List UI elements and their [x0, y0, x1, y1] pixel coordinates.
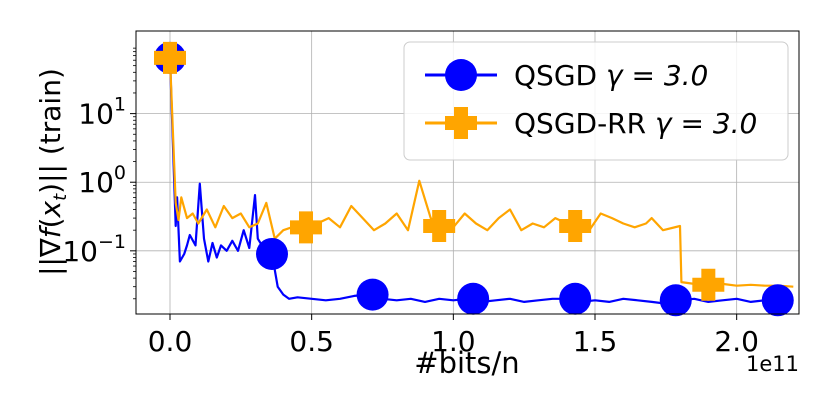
y-tick-label: 100: [78, 162, 126, 199]
data-point-plus: [290, 211, 322, 244]
legend-marker-plus: [445, 107, 477, 139]
x-tick-label: 1.5: [573, 325, 618, 358]
data-point-plus: [559, 210, 592, 243]
data-point-circle: [559, 282, 592, 315]
data-point-circle: [356, 278, 389, 311]
legend-entry-qsgd: QSGD γ = 3.0: [425, 59, 708, 92]
legend-entry-qsgd-rr: QSGD-RR γ = 3.0: [425, 107, 757, 140]
y-tick-label: 101: [78, 94, 126, 131]
x-tick-label: 2.0: [714, 325, 759, 358]
y-tick-label: 10−1: [62, 231, 126, 268]
legend-box: [403, 41, 789, 161]
data-point-circle: [659, 284, 692, 317]
x-axis-label: #bits/n: [414, 346, 519, 380]
data-point-plus: [154, 41, 186, 74]
x-axis-offset-label: 1e11: [746, 352, 799, 376]
legend-marker-circle: [445, 59, 477, 91]
data-point-plus: [423, 210, 456, 243]
x-axis: 0.0 0.5 1.0 1.5 2.0: [148, 314, 759, 358]
data-point-plus: [692, 268, 725, 301]
legend-label-qsgd: QSGD γ = 3.0: [514, 59, 708, 92]
series-markers: [154, 41, 794, 317]
y-axis: 10−1 100 101: [62, 47, 136, 300]
x-tick-label: 1.0: [431, 325, 476, 358]
x-tick-label: 0.5: [289, 325, 334, 358]
x-tick-label: 0.0: [148, 325, 193, 358]
data-point-circle: [761, 284, 794, 317]
data-point-circle: [256, 237, 288, 270]
plot-frame: [135, 30, 800, 315]
data-point-circle: [457, 282, 490, 315]
legend: QSGD γ = 3.0 QSGD-RR γ = 3.0: [403, 41, 789, 161]
y-axis-label: ||∇f(xt)|| (train): [34, 68, 71, 276]
legend-label-qsgd-rr: QSGD-RR γ = 3.0: [514, 107, 757, 140]
